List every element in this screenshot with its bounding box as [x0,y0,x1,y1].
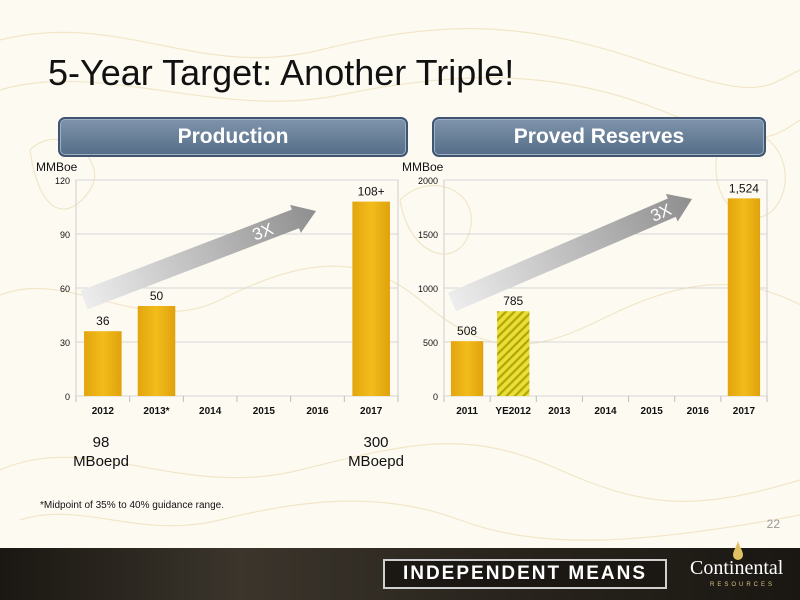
production-data-label: 36 [96,314,110,328]
production-bar-chart: 0 30 60 90 120 36 2012 50 2013* 2014 2015 2016 108+ 2… [55,176,399,417]
production-category-label: 2015 [253,406,276,417]
note-value: 300 [363,434,389,451]
reserves-bar [727,198,761,396]
reserves-bar-chart: 0 500 1000 1500 2000 508 2011 785 YE2012 2013 2014… [418,176,768,417]
logo-subtitle: RESOURCES [710,582,776,588]
production-growth-arrow: 3X [80,204,316,310]
production-note-2017: 300 MBoepd [336,433,416,471]
note-unit: MBoepd [73,453,129,470]
production-category-label: 2013* [143,406,169,417]
reserves-category-label: 2017 [733,406,756,417]
production-bar [352,201,390,396]
reserves-data-label: 1,524 [729,181,759,195]
reserves-y-tick-label: 500 [423,338,438,348]
production-category-label: 2016 [306,406,329,417]
production-data-label: 108+ [358,185,385,199]
reserves-category-label: 2011 [456,406,478,417]
footnote: *Midpoint of 35% to 40% guidance range. [40,500,225,511]
production-header: Production [58,117,408,157]
reserves-header: Proved Reserves [432,117,766,157]
reserves-y-tick-label: 0 [433,392,438,402]
reserves-bar [450,341,484,396]
reserves-data-label: 508 [457,324,477,338]
logo-name: Continental [690,557,784,579]
production-unit-label: MMBoe [36,160,78,174]
production-category-label: 2012 [92,406,115,417]
reserves-growth-arrow-shape [448,193,693,312]
reserves-unit-label: MMBoe [402,160,444,174]
reserves-y-tick-label: 2000 [418,176,438,186]
reserves-bar [497,311,530,396]
oil-drop-icon [733,541,743,560]
reserves-category-label: 2013 [548,406,571,417]
note-value: 98 [92,434,110,451]
production-note-2012: 98 MBoepd [66,433,136,471]
reserves-category-label: 2015 [641,406,664,417]
production-category-label: 2017 [360,406,383,417]
tagline: INDEPENDENT MEANS [383,559,667,589]
page-number: 22 [766,517,780,531]
note-unit: MBoepd [348,453,404,470]
production-data-label: 50 [150,289,164,303]
production-y-tick-label: 120 [55,176,70,186]
production-bar [84,331,122,396]
reserves-growth-arrow: 3X [448,193,693,312]
production-y-tick-label: 60 [60,284,70,294]
reserves-y-tick-label: 1000 [418,284,438,294]
production-category-label: 2014 [199,406,222,417]
reserves-data-label: 785 [503,294,523,308]
slide-title: 5-Year Target: Another Triple! [48,52,515,93]
reserves-category-label: 2014 [594,406,617,417]
production-y-tick-label: 90 [60,230,70,240]
reserves-category-label: 2016 [687,406,710,417]
reserves-category-label: YE2012 [495,406,531,417]
production-growth-arrow-shape [80,204,316,310]
production-y-tick-label: 30 [60,338,70,348]
production-bar [137,306,176,396]
production-y-tick-label: 0 [65,392,70,402]
reserves-y-tick-label: 1500 [418,230,438,240]
